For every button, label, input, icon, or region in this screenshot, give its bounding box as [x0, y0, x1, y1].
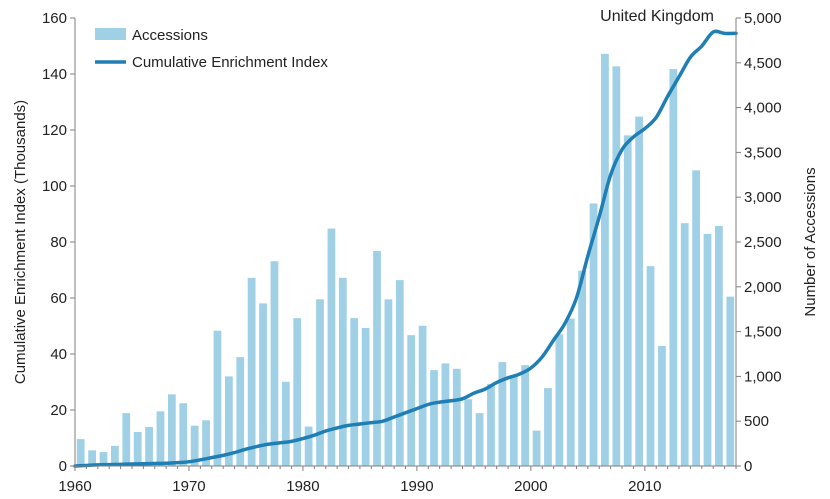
bar-accessions: [281, 381, 290, 466]
bar-accessions: [224, 376, 233, 466]
bar-accessions: [338, 277, 347, 466]
legend-label-cumulative: Cumulative Enrichment Index: [132, 54, 328, 71]
bar-accessions: [589, 203, 598, 466]
right-tick-label: 0: [744, 458, 752, 475]
labels-layer: United Kingdom Cumulative Enrichment Ind…: [12, 8, 819, 384]
chart-title: United Kingdom: [600, 8, 714, 25]
left-tick-label: 140: [42, 66, 67, 83]
bar-accessions: [418, 325, 427, 466]
bar-accessions: [680, 223, 689, 466]
left-tick-label: 120: [42, 122, 67, 139]
bar-accessions: [327, 228, 336, 466]
bar-accessions: [156, 411, 165, 466]
right-tick-label: 5,000: [744, 10, 782, 27]
bar-accessions: [601, 53, 609, 467]
bar-accessions: [544, 388, 552, 466]
left-tick-label: 80: [50, 234, 67, 251]
x-tick-label: 2010: [628, 478, 661, 495]
right-tick-label: 3,500: [744, 144, 782, 161]
bar-accessions: [316, 299, 324, 466]
bar-accessions: [566, 318, 575, 466]
x-tick-label: 2000: [514, 478, 547, 495]
bar-accessions: [464, 399, 473, 466]
bar-accessions: [213, 330, 222, 466]
bar-accessions: [76, 439, 85, 466]
bar-accessions: [384, 299, 393, 466]
right-tick-label: 1,500: [744, 324, 782, 341]
bar-accessions: [452, 368, 461, 466]
line-layer: [73, 29, 738, 468]
legend-label-accessions: Accessions: [132, 27, 208, 44]
bar-accessions: [350, 318, 359, 466]
x-tick-label: 1970: [172, 478, 205, 495]
bar-accessions: [373, 250, 381, 466]
bar-accessions: [509, 375, 518, 466]
bar-accessions: [521, 365, 530, 466]
bar-accessions: [270, 261, 279, 466]
left-tick-label: 100: [42, 178, 67, 195]
bar-accessions: [99, 452, 108, 466]
bar-accessions: [532, 430, 541, 466]
bar-accessions: [635, 116, 643, 466]
bar-accessions: [498, 362, 507, 466]
bar-accessions: [669, 69, 678, 466]
bar-accessions: [190, 425, 199, 466]
bar-accessions: [726, 296, 735, 466]
left-axis-title: Cumulative Enrichment Index (Thousands): [12, 100, 29, 384]
line-cumulative-enrichment: [73, 29, 738, 468]
bar-accessions: [133, 431, 142, 466]
right-tick-label: 2,000: [744, 279, 782, 296]
bar-accessions: [612, 66, 621, 466]
axes-layer: 0 20 40 60 80 100 120 140 160 0 500 1,000 1,500 2,000…: [42, 10, 782, 495]
bar-accessions: [658, 345, 666, 466]
left-tick-label: 0: [59, 458, 67, 475]
bar-accessions: [703, 233, 712, 466]
bar-accessions: [88, 450, 96, 466]
bar-accessions: [487, 384, 495, 466]
bar-accessions: [168, 394, 176, 466]
right-tick-label: 4,500: [744, 55, 782, 72]
x-tick-label: 1960: [58, 478, 91, 495]
right-tick-label: 1,000: [744, 368, 782, 385]
bar-accessions: [304, 426, 313, 466]
left-tick-label: 20: [50, 402, 67, 419]
bar-accessions: [407, 335, 416, 466]
bar-accessions: [475, 413, 484, 466]
bar-accessions: [646, 266, 655, 466]
right-tick-label: 3,000: [744, 189, 782, 206]
bar-accessions: [555, 334, 564, 466]
bar-accessions: [293, 318, 302, 466]
bar-accessions: [202, 420, 210, 466]
right-tick-label: 2,500: [744, 234, 782, 251]
legend: Accessions Cumulative Enrichment Index: [95, 27, 328, 71]
x-tick-label: 1980: [286, 478, 319, 495]
bar-accessions: [259, 303, 267, 466]
bar-accessions: [430, 370, 438, 466]
legend-swatch-accessions: [95, 28, 126, 40]
right-tick-label: 4,000: [744, 100, 782, 117]
bars-layer: [76, 53, 735, 467]
left-tick-label: 40: [50, 346, 67, 363]
right-axis-title: Number of Accessions: [802, 167, 819, 316]
bar-accessions: [236, 357, 245, 466]
x-tick-label: 1990: [400, 478, 433, 495]
left-tick-label: 160: [42, 10, 67, 27]
bar-accessions: [111, 445, 119, 466]
bar-accessions: [623, 135, 632, 466]
bar-accessions: [361, 328, 370, 466]
bar-accessions: [692, 170, 700, 466]
bar-accessions: [122, 413, 131, 466]
left-tick-label: 60: [50, 290, 67, 307]
bar-accessions: [179, 403, 188, 466]
bar-accessions: [247, 277, 256, 466]
bar-accessions: [395, 280, 404, 466]
bar-accessions: [715, 225, 723, 466]
bar-accessions: [441, 363, 450, 466]
bar-accessions: [578, 270, 587, 466]
bar-accessions: [145, 427, 153, 466]
right-tick-label: 500: [744, 413, 769, 430]
